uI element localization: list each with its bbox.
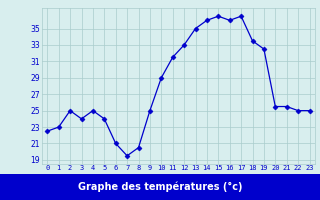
Text: Graphe des températures (°c): Graphe des températures (°c)	[78, 182, 242, 192]
